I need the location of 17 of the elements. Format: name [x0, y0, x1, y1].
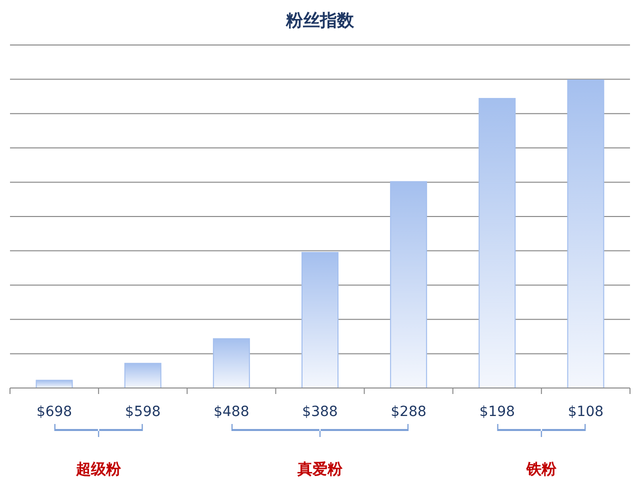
x-tick-label: $198 — [479, 404, 515, 420]
text: 真爱粉 — [296, 460, 344, 478]
x-tick-label: $598 — [125, 404, 161, 420]
text: 铁粉 — [525, 460, 558, 478]
x-tick-label: $288 — [390, 404, 426, 420]
bar — [390, 181, 428, 388]
x-tick-label: $698 — [36, 404, 72, 420]
x-tick-label: $388 — [302, 404, 338, 420]
bar — [302, 252, 338, 388]
bar — [567, 80, 604, 388]
bar — [212, 338, 250, 388]
text: 超级粉 — [75, 460, 122, 478]
x-tick-label: $488 — [214, 404, 250, 420]
chart-title: 粉丝指数 — [285, 11, 355, 31]
bar — [478, 98, 516, 388]
bar — [124, 362, 162, 388]
x-tick-label: $108 — [568, 404, 604, 420]
